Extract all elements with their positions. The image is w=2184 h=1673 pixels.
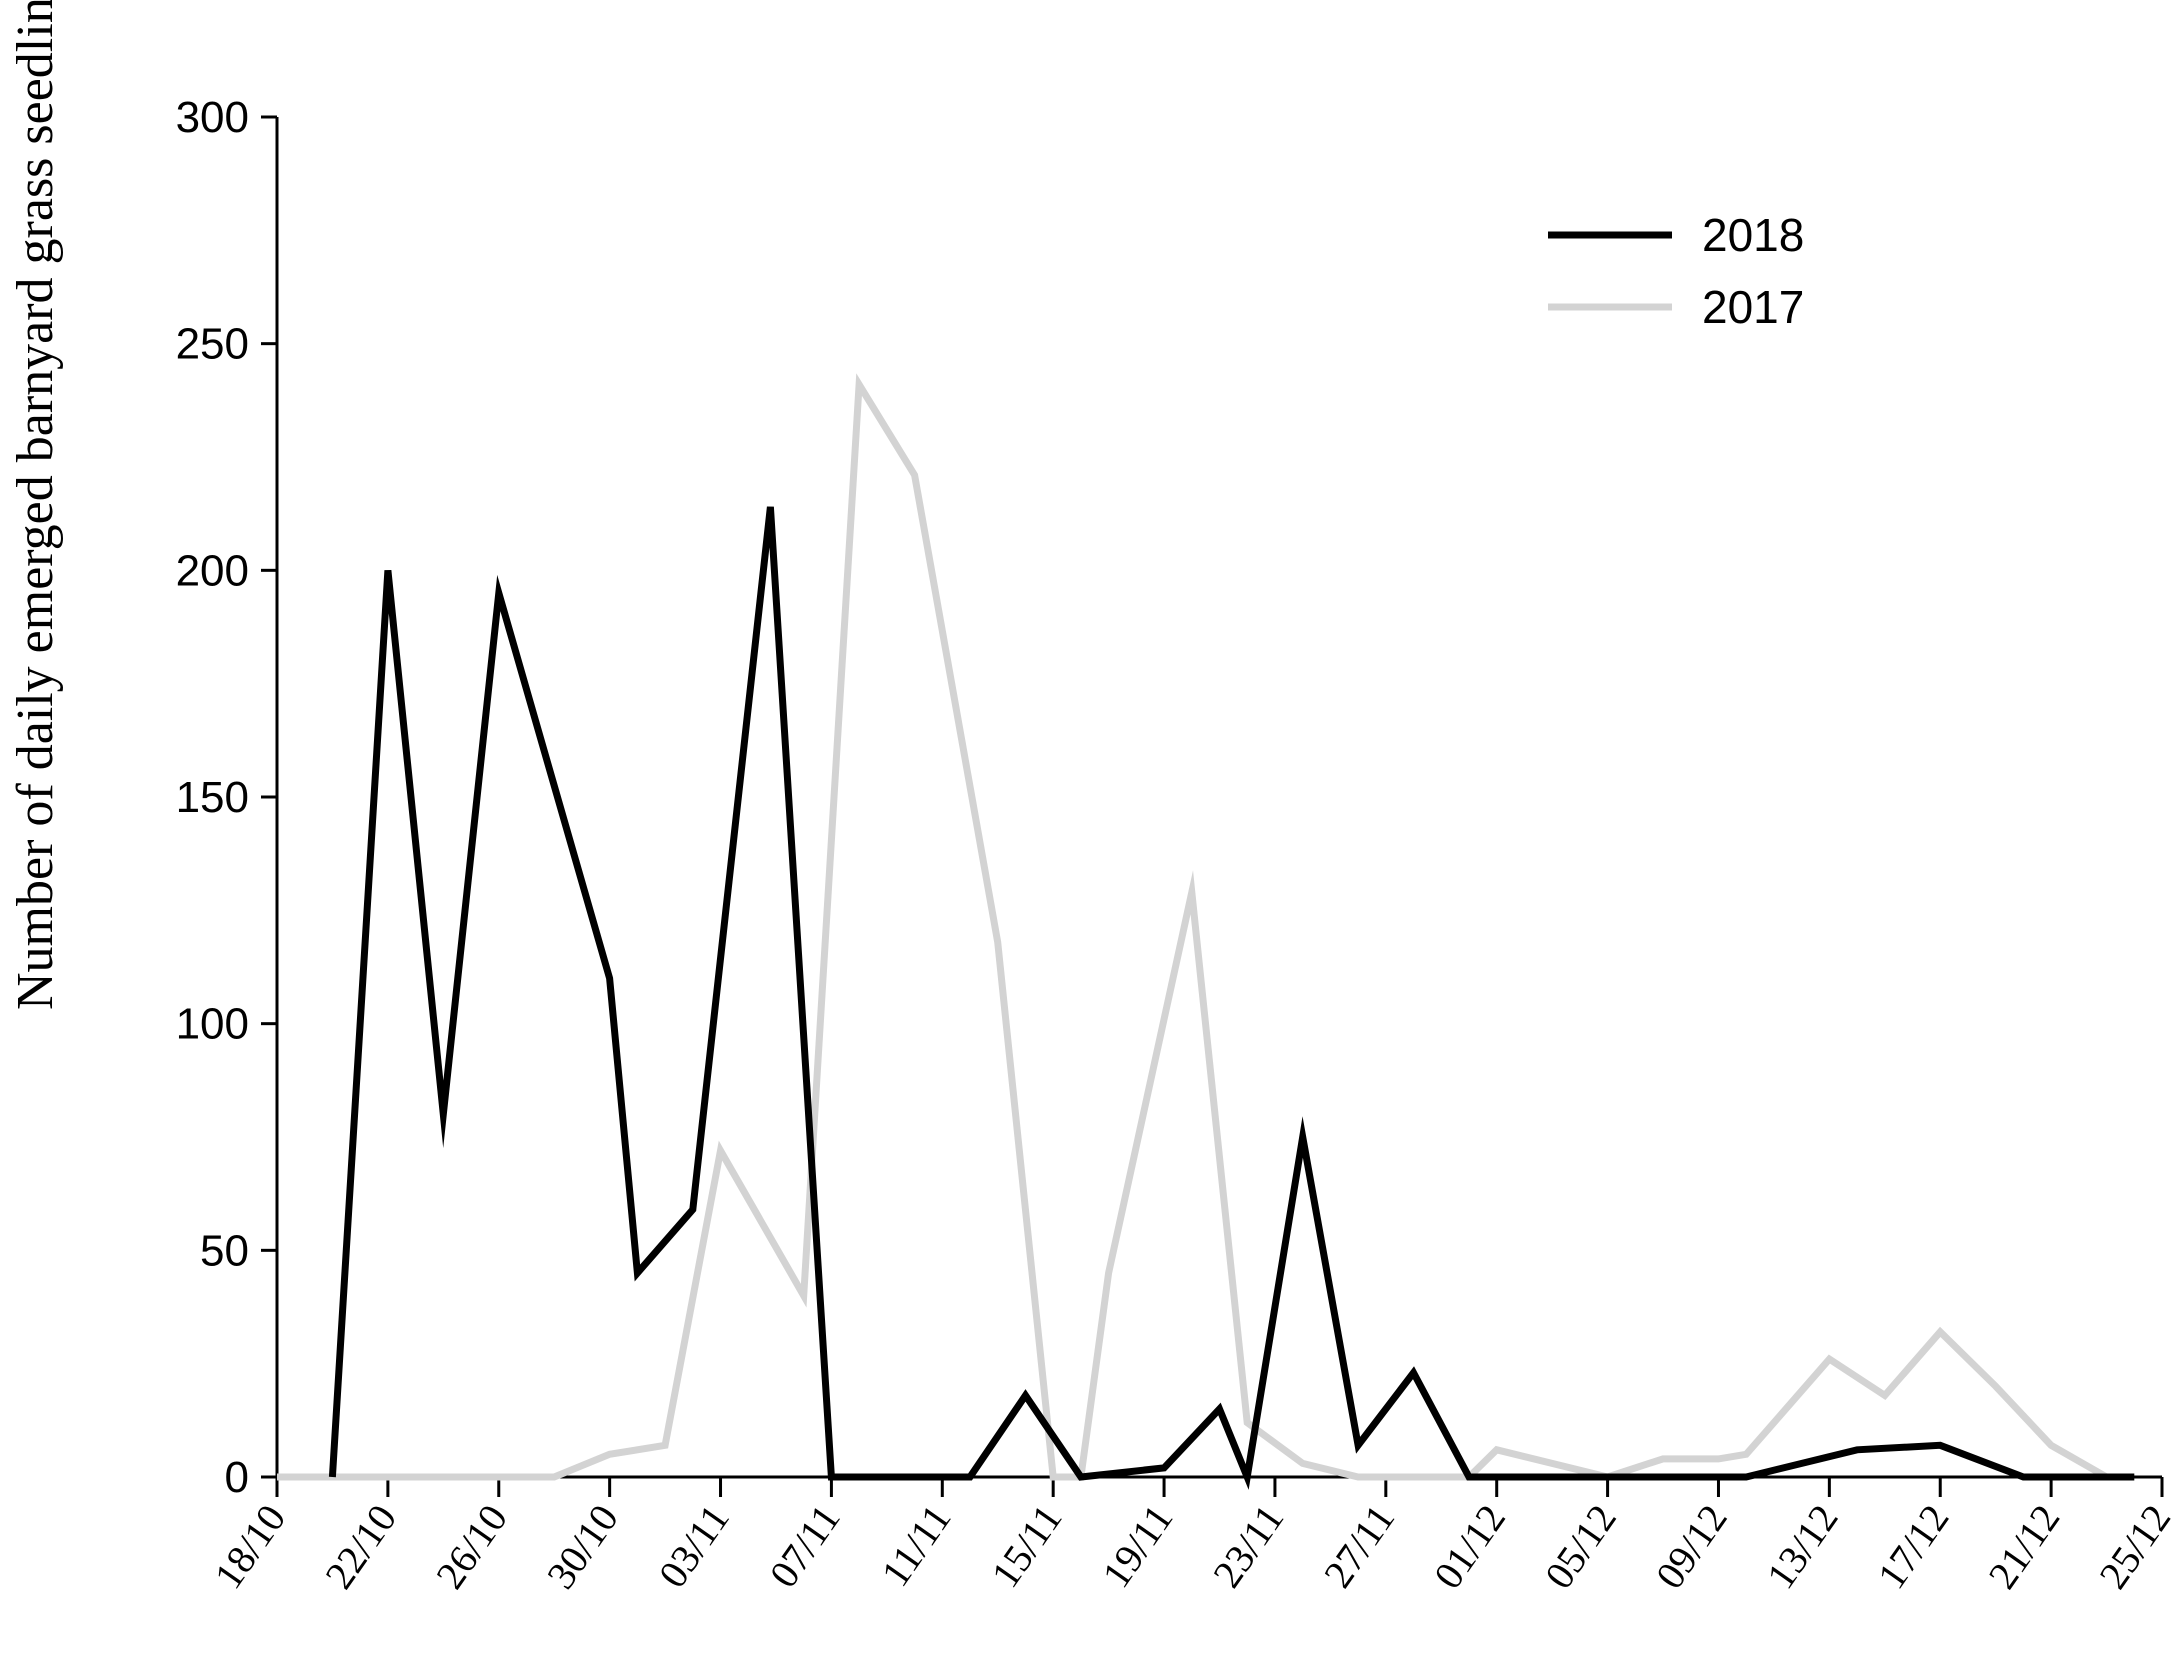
y-axis-label: Number of daily emerged barnyard grass s… bbox=[5, 0, 64, 1010]
x-tick-label: 17/12 bbox=[1868, 1496, 1957, 1596]
x-tick-label: 27/11 bbox=[1315, 1496, 1403, 1595]
x-tick-label: 30/10 bbox=[538, 1496, 627, 1596]
x-tick-label: 25/12 bbox=[2090, 1496, 2179, 1596]
y-ticks: 0 50 100 150 200 250 300 bbox=[176, 93, 277, 1502]
y-tick-label: 250 bbox=[176, 320, 249, 369]
x-tick-label: 09/12 bbox=[1647, 1496, 1736, 1596]
series-line-2018 bbox=[328, 506, 2135, 1490]
y-axis-label-main: Number of daily emerged barnyard grass s… bbox=[7, 0, 64, 1010]
x-tick-label: 03/11 bbox=[650, 1496, 738, 1595]
x-tick-label: 15/11 bbox=[982, 1496, 1070, 1595]
y-tick-label: 100 bbox=[176, 1000, 249, 1049]
x-tick-label: 19/11 bbox=[1093, 1496, 1181, 1595]
y-tick-label: 0 bbox=[225, 1453, 249, 1502]
legend: 2018 2017 bbox=[1548, 209, 1804, 333]
x-tick-label: 22/10 bbox=[316, 1496, 405, 1596]
x-tick-label: 18/10 bbox=[205, 1496, 294, 1596]
legend-label-2018: 2018 bbox=[1702, 209, 1804, 261]
series-line-2017 bbox=[277, 373, 2109, 1481]
y-tick-label: 300 bbox=[176, 93, 249, 142]
legend-label-2017: 2017 bbox=[1702, 281, 1804, 333]
y-tick-label: 200 bbox=[176, 546, 249, 595]
x-tick-label: 26/10 bbox=[427, 1496, 516, 1596]
x-tick-label: 07/11 bbox=[761, 1496, 849, 1595]
series-lines bbox=[277, 373, 2135, 1490]
x-tick-label: 23/11 bbox=[1204, 1496, 1292, 1595]
x-ticks: 18/10 22/10 26/10 30/10 03/11 07/11 11/11 15/11… bbox=[205, 1477, 2179, 1597]
x-tick-label: 21/12 bbox=[1979, 1496, 2068, 1596]
x-tick-label: 05/12 bbox=[1536, 1496, 1625, 1596]
y-tick-label: 150 bbox=[176, 773, 249, 822]
y-tick-label: 50 bbox=[200, 1226, 249, 1275]
x-tick-label: 13/12 bbox=[1758, 1496, 1847, 1596]
y-axis-label-group: Number of daily emerged barnyard grass s… bbox=[5, 0, 64, 1010]
x-tick-label: 11/11 bbox=[872, 1496, 959, 1594]
x-tick-label: 01/12 bbox=[1425, 1496, 1514, 1596]
